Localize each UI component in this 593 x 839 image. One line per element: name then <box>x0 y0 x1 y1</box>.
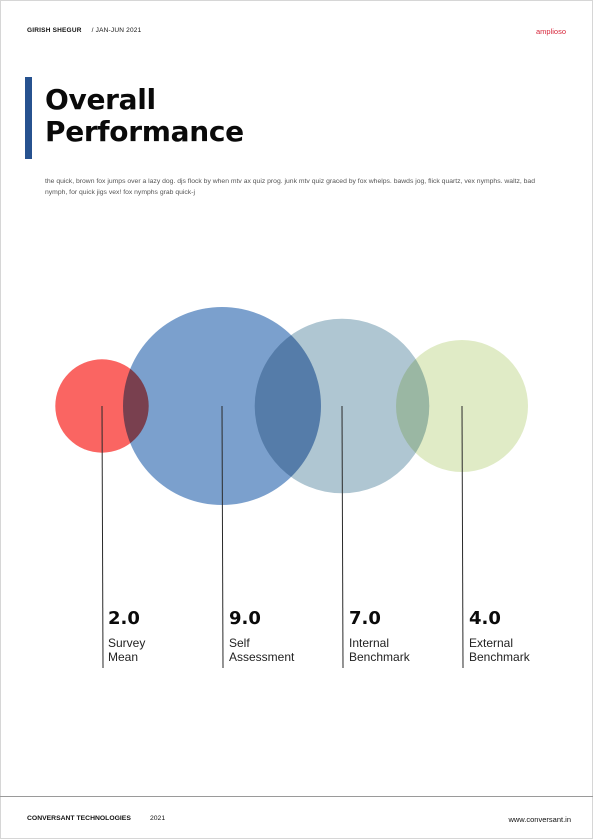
leader-line-external-benchmark <box>461 405 464 669</box>
metric-label: Internal Benchmark <box>349 636 410 664</box>
title-accent-bar <box>25 77 32 159</box>
footer-divider <box>0 796 593 797</box>
metric-survey-mean: 2.0 Survey Mean <box>108 608 218 664</box>
header-left: GIRISH SHEGUR / JAN-JUN 2021 <box>27 27 141 34</box>
metric-value: 4.0 <box>469 608 501 629</box>
leader-line-internal-benchmark <box>341 405 344 669</box>
author-name: GIRISH SHEGUR <box>27 27 82 34</box>
report-period: / JAN-JUN 2021 <box>91 27 142 34</box>
footer-year: 2021 <box>150 815 166 822</box>
intro-text: the quick, brown fox jumps over a lazy d… <box>45 178 535 196</box>
metric-value: 7.0 <box>349 608 381 629</box>
brand-logo: amplioso <box>535 27 566 36</box>
performance-circles <box>55 307 528 669</box>
metric-external-benchmark: 4.0 External Benchmark <box>469 608 579 664</box>
metric-self-assessment: 9.0 Self Assessment <box>229 608 339 664</box>
title-line-1: Overall <box>45 83 156 116</box>
metric-value: 2.0 <box>108 608 140 629</box>
metric-value: 9.0 <box>229 608 261 629</box>
title-line-2: Performance <box>45 115 244 148</box>
metric-label: Self Assessment <box>229 636 295 664</box>
page-title: Overall Performance <box>45 84 244 148</box>
footer-company: CONVERSANT TECHNOLOGIES <box>27 815 131 822</box>
footer-url[interactable]: www.conversant.in <box>508 815 571 824</box>
metric-label: External Benchmark <box>469 636 530 664</box>
metric-label: Survey Mean <box>108 636 146 664</box>
leader-line-survey-mean <box>101 405 104 669</box>
metric-internal-benchmark: 7.0 Internal Benchmark <box>349 608 459 664</box>
leader-line-self-assessment <box>221 405 224 669</box>
